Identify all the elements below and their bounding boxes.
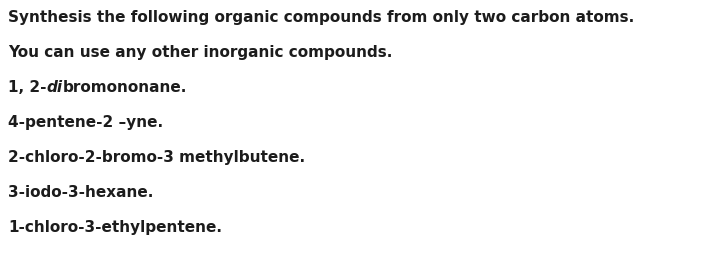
Text: You can use any other inorganic compounds.: You can use any other inorganic compound…: [8, 45, 392, 60]
Text: 4-pentene-2 –yne.: 4-pentene-2 –yne.: [8, 115, 163, 130]
Text: di: di: [46, 80, 63, 95]
Text: 2-chloro-2-bromo-3 methylbutene.: 2-chloro-2-bromo-3 methylbutene.: [8, 150, 305, 165]
Text: 3-iodo-3-hexane.: 3-iodo-3-hexane.: [8, 185, 153, 200]
Text: 1, 2-: 1, 2-: [8, 80, 46, 95]
Text: Synthesis the following organic compounds from only two carbon atoms.: Synthesis the following organic compound…: [8, 10, 634, 25]
Text: 1-chloro-3-ethylpentene.: 1-chloro-3-ethylpentene.: [8, 220, 222, 235]
Text: bromononane.: bromononane.: [63, 80, 187, 95]
